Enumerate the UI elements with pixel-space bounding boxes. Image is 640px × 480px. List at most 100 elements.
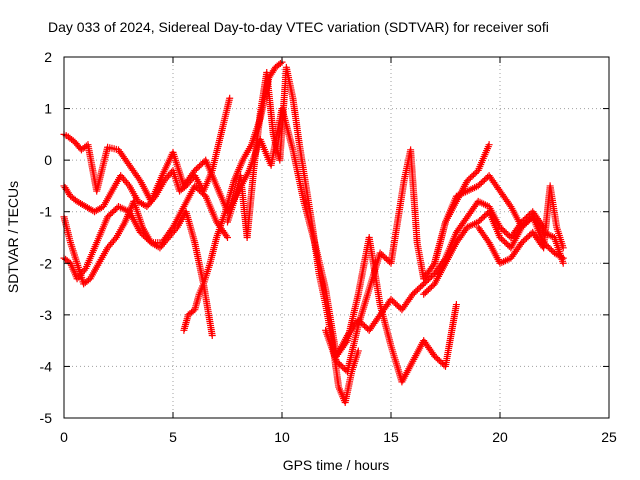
data-point: [381, 253, 389, 261]
data-point: [194, 164, 202, 172]
satellite-track-9: [333, 197, 548, 360]
data-point: [521, 236, 529, 244]
data-point: [197, 161, 205, 169]
data-point: [476, 180, 484, 188]
data-point: [336, 360, 344, 368]
data-point: [197, 188, 205, 196]
data-point: [191, 182, 199, 190]
data-point: [480, 176, 488, 184]
data-point: [104, 213, 112, 221]
data-point: [393, 301, 401, 309]
data-point: [80, 266, 88, 274]
satellite-track-7: [234, 105, 460, 386]
data-point: [424, 275, 432, 283]
data-point: [354, 316, 362, 324]
data-point: [421, 278, 429, 286]
data-point: [136, 228, 144, 236]
data-point: [340, 365, 348, 373]
data-point: [477, 215, 485, 223]
data-point: [518, 239, 526, 247]
plot-frame: [63, 56, 610, 419]
data-point: [463, 177, 471, 185]
x-tick-label: 25: [601, 429, 617, 445]
data-point: [524, 217, 532, 225]
data-point: [429, 261, 437, 269]
data-point: [337, 362, 345, 370]
x-axis-label: GPS time / hours: [283, 457, 390, 473]
data-point: [421, 289, 429, 297]
data-point: [376, 249, 384, 257]
data-point: [519, 222, 527, 230]
data-point: [195, 186, 203, 194]
data-point: [426, 274, 434, 282]
data-point: [418, 281, 426, 289]
data-point: [434, 355, 442, 363]
satellite-track-4: [60, 182, 231, 283]
data-point: [438, 359, 446, 367]
data-point: [479, 178, 487, 186]
data-point: [477, 179, 485, 187]
data-point: [501, 238, 509, 246]
data-point: [410, 289, 418, 297]
y-tick-label: -2: [40, 255, 53, 271]
data-point: [498, 235, 506, 243]
x-tick-label: 15: [383, 429, 399, 445]
x-tick-label: 5: [169, 429, 177, 445]
data-point: [124, 180, 132, 188]
data-point: [427, 273, 435, 281]
data-point: [522, 219, 530, 227]
y-tick-label: 2: [44, 49, 52, 65]
axis-ticks: 0 5 10 15 20 25 -5 -4 -3 -2 -1 0 1 2: [40, 49, 617, 445]
data-point: [471, 169, 479, 177]
data-point: [224, 234, 231, 241]
data-point: [194, 185, 202, 193]
data-point: [498, 225, 506, 233]
data-point: [413, 286, 421, 294]
data-point: [546, 245, 554, 253]
data-point: [192, 165, 200, 173]
data-point: [435, 357, 443, 365]
data-point: [504, 241, 512, 249]
data-point: [559, 244, 567, 252]
data-point: [199, 159, 207, 167]
data-point: [143, 234, 151, 242]
data-point: [387, 295, 395, 303]
data-point: [484, 237, 492, 245]
data-point: [390, 298, 398, 306]
data-point: [544, 243, 552, 251]
data-point: [474, 182, 482, 190]
data-point: [192, 183, 200, 191]
y-tick-label: -3: [40, 307, 53, 323]
data-point: [354, 347, 362, 355]
data-point: [432, 354, 440, 362]
data-point: [146, 237, 154, 245]
data-point: [518, 223, 526, 231]
data-point: [110, 207, 118, 215]
data-point: [559, 259, 567, 267]
data-point: [420, 280, 428, 288]
data-point: [357, 319, 365, 327]
data-point: [452, 301, 460, 309]
data-point: [392, 300, 400, 308]
data-point: [168, 225, 176, 233]
data-point: [499, 226, 507, 234]
data-point: [502, 239, 510, 247]
data-point: [426, 284, 434, 292]
y-tick-label: 1: [44, 101, 52, 117]
data-point: [208, 331, 216, 339]
data-point: [470, 171, 478, 179]
y-tick-label: -4: [40, 358, 53, 374]
data-point: [524, 233, 532, 241]
x-tick-label: 20: [492, 429, 508, 445]
y-tick-label: 0: [44, 152, 52, 168]
y-axis-label: SDTVAR / TECUs: [5, 181, 21, 293]
data-point: [499, 236, 507, 244]
data-point: [139, 231, 147, 239]
data-point: [378, 250, 386, 258]
data-point: [138, 230, 146, 238]
chart-title: Day 033 of 2024, Sidereal Day-to-day VTE…: [48, 19, 549, 35]
data-point: [420, 290, 428, 298]
data-point: [108, 208, 116, 216]
data-point: [356, 317, 364, 325]
